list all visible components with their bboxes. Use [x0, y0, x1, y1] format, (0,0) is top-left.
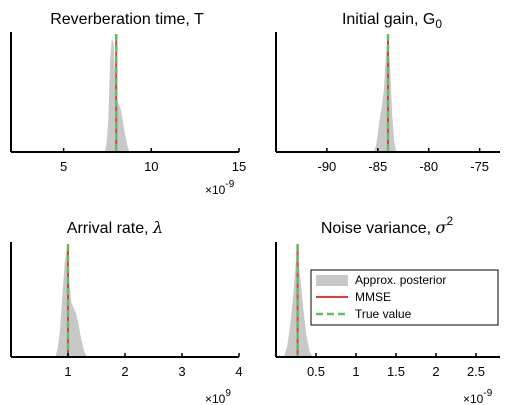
subplot-4: 0.5 1 1.5 2 2.5 Noise variance, σ2 ×10-9: [275, 214, 500, 405]
x-tick-label: 1: [64, 364, 71, 379]
subplot-title: Reverberation time, T: [50, 11, 204, 28]
subplot-3: 1 2 3 4 Arrival rate, λ ×109: [10, 218, 243, 405]
subplot-title: Arrival rate, λ: [67, 218, 163, 237]
x-tick-label: 0.5: [307, 364, 325, 379]
legend-label: MMSE: [355, 290, 391, 304]
x-tick-label: -90: [318, 159, 337, 174]
x-tick-label: 15: [232, 159, 246, 174]
axis-exponent: ×109: [205, 388, 231, 405]
x-tick-label: 2: [432, 364, 439, 379]
x-tick-label: -80: [419, 159, 438, 174]
subplot-2: -90 -85 -80 -75 Initial gain, G0: [275, 11, 500, 174]
posterior-area: [104, 38, 130, 152]
x-tick-label: 2: [121, 364, 128, 379]
x-tick-label: -85: [368, 159, 387, 174]
x-tick-label: 4: [235, 364, 242, 379]
posterior-area: [373, 38, 397, 152]
axis-exponent: ×10-9: [463, 388, 493, 405]
subplot-title: Noise variance, σ2: [321, 214, 454, 237]
x-tick-label: 1.5: [387, 364, 405, 379]
x-tick-label: -75: [470, 159, 489, 174]
legend-label: Approx. posterior: [355, 273, 446, 287]
axis-exponent: ×10-9: [205, 179, 235, 197]
subplot-1: 5 10 15 Reverberation time, T ×10-9: [10, 11, 246, 197]
x-tick-label: 1: [352, 364, 359, 379]
subplot-title: Initial gain, G0: [342, 11, 442, 31]
legend-swatch-posterior: [316, 275, 348, 286]
legend: Approx. posterior MMSE True value: [310, 269, 499, 326]
x-tick-label: 3: [178, 364, 185, 379]
posterior-area: [55, 248, 88, 357]
x-tick-label: 5: [60, 159, 67, 174]
x-tick-label: 10: [144, 159, 158, 174]
x-tick-label: 2.5: [467, 364, 485, 379]
legend-label: True value: [355, 307, 412, 321]
